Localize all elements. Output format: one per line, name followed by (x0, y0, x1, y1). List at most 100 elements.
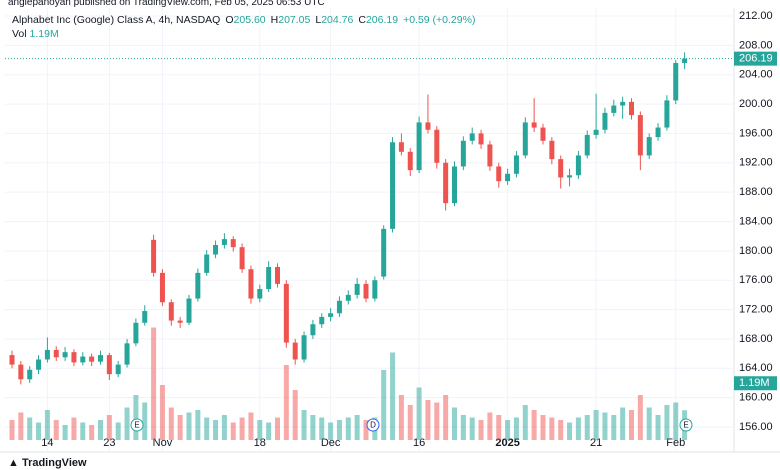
candle-body (292, 342, 298, 360)
candle-body (567, 175, 573, 178)
candle-body (177, 320, 183, 323)
y-tick-label: 212.00 (739, 10, 773, 22)
volume-bar (319, 417, 325, 440)
y-tick-label: 192.00 (739, 157, 773, 169)
volume-bar (398, 395, 404, 440)
volume-bar (460, 415, 466, 440)
x-tick-label: 2025 (495, 437, 519, 449)
y-tick-label: 176.00 (739, 274, 773, 286)
volume-bar (9, 420, 15, 440)
x-tick-label: Feb (666, 437, 685, 449)
x-tick-label: Nov (153, 437, 173, 449)
candle-body (151, 239, 157, 273)
candle-body (354, 283, 360, 295)
candle-body (390, 142, 396, 229)
volume-bar (345, 417, 351, 440)
volume-bar (106, 415, 112, 440)
x-tick-label: 23 (103, 437, 115, 449)
last-volume-box (734, 376, 777, 391)
candle-body (664, 100, 670, 128)
candle-body (682, 58, 688, 63)
candle-body (522, 122, 528, 156)
candle-body (44, 349, 50, 360)
last-price-label: 206.19 (739, 53, 773, 65)
candle-body (248, 269, 254, 299)
candle-body (469, 133, 475, 141)
volume-bar (549, 417, 555, 440)
candle-body (71, 352, 77, 363)
candle-body (124, 343, 130, 365)
candle-body (319, 316, 325, 325)
candle-body (89, 356, 95, 362)
volume-bar (133, 395, 139, 440)
volume-bar (496, 415, 502, 440)
candle-body (213, 244, 219, 255)
volume-bar (478, 420, 484, 440)
volume-bar (71, 417, 77, 440)
candle-body (257, 289, 263, 299)
volume-bar (310, 415, 316, 440)
candle-body (159, 272, 165, 303)
volume-bar (221, 415, 227, 440)
y-tick-label: 168.00 (739, 333, 773, 345)
volume-bar (151, 327, 157, 440)
volume-bar (177, 415, 183, 440)
volume-bar (53, 420, 59, 440)
y-tick-label: 160.00 (739, 392, 773, 404)
candle-body (575, 155, 581, 176)
candle-body (363, 283, 369, 299)
candle-body (558, 159, 564, 178)
volume-bar (390, 352, 396, 440)
candle-body (425, 122, 431, 130)
volume-bar (363, 420, 369, 440)
volume-bar (80, 422, 86, 440)
volume-bar (89, 425, 95, 440)
candle-body (531, 122, 537, 128)
candle-body (416, 122, 422, 171)
volume-legend: Vol 1.19M (12, 28, 59, 40)
volume-bar (646, 407, 652, 440)
last-volume-label: 1.19M (739, 377, 770, 389)
candle-body (328, 313, 334, 317)
y-tick-label: 188.00 (739, 186, 773, 198)
x-tick-label: 18 (254, 437, 266, 449)
candle-body (460, 140, 466, 167)
y-tick-label: 184.00 (739, 215, 773, 227)
y-tick-label: 196.00 (739, 127, 773, 139)
volume-bar (522, 405, 528, 440)
volume-bar (186, 412, 192, 440)
volume-bar (124, 407, 130, 440)
volume-bar (655, 415, 661, 440)
candle-body (53, 349, 59, 358)
candle-body (637, 115, 643, 156)
volume-bar (142, 402, 148, 440)
candle-body (620, 101, 626, 106)
y-tick-label: 164.00 (739, 362, 773, 374)
volume-bar (664, 405, 670, 440)
legend: Alphabet Inc (Google) Class A, 4h, NASDA… (12, 14, 475, 26)
event-label: E (134, 421, 139, 430)
candle-body (487, 144, 493, 167)
event-marker (366, 418, 380, 432)
candle-body (629, 101, 634, 116)
event-label: D (370, 421, 376, 430)
volume-bar (275, 417, 280, 440)
volume-bar (620, 407, 626, 440)
x-tick-label: 21 (590, 437, 602, 449)
candle-body (443, 162, 449, 204)
candle-body (434, 129, 440, 163)
volume-bar (213, 420, 219, 440)
volume-bar (230, 422, 236, 440)
candle-body (186, 298, 192, 323)
candle-body (478, 133, 484, 145)
candle-body (381, 228, 387, 277)
volume-bar (567, 422, 573, 440)
volume-bar (629, 410, 634, 440)
vol-value: 1.19M (29, 28, 59, 40)
volume-bar (593, 410, 599, 440)
volume-bar (434, 402, 440, 440)
ohlc-value: 204.76 (321, 14, 354, 26)
volume-bar (558, 420, 564, 440)
candle-body (168, 302, 174, 321)
volume-bar (531, 410, 537, 440)
